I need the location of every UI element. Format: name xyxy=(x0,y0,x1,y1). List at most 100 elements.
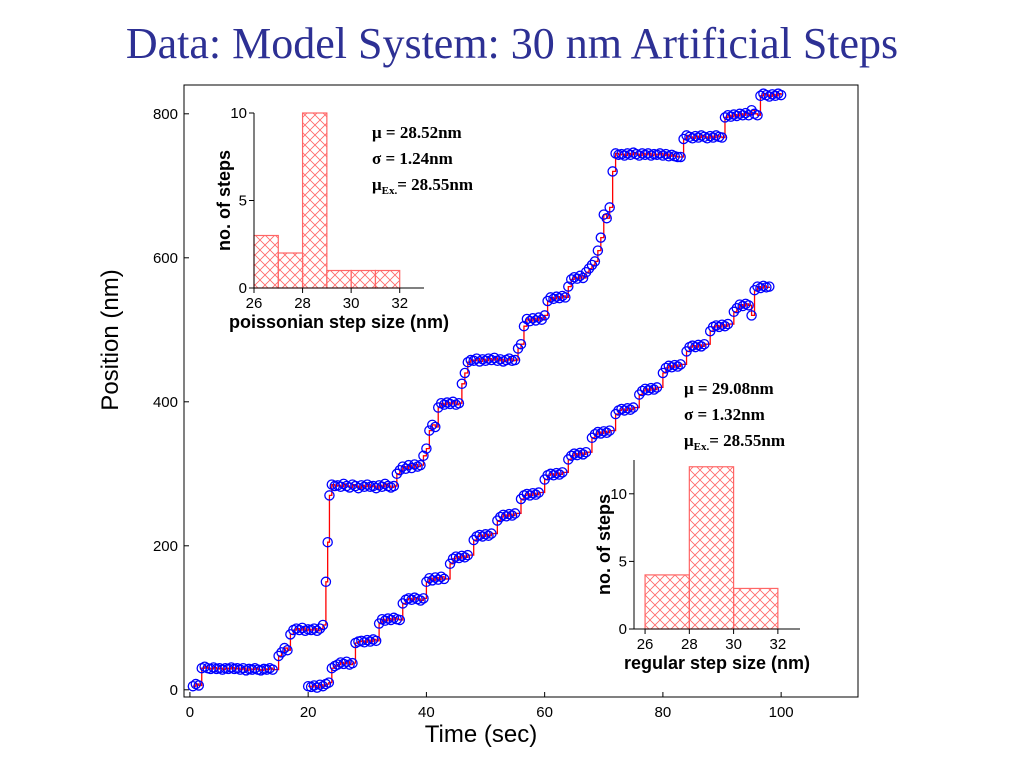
stat-line: μ = 28.52nm xyxy=(372,123,462,142)
data-point xyxy=(749,284,760,296)
data-point xyxy=(769,90,781,102)
data-point xyxy=(353,482,364,494)
data-point xyxy=(427,419,438,431)
data-point xyxy=(187,680,199,692)
data-point xyxy=(364,636,376,647)
data-point xyxy=(580,446,592,458)
data-point xyxy=(311,682,323,693)
data-point xyxy=(459,367,471,379)
inset-background xyxy=(214,103,444,328)
data-point xyxy=(657,367,669,379)
data-point xyxy=(651,382,663,393)
stat-line: σ = 1.32nm xyxy=(684,405,765,424)
data-point xyxy=(506,510,518,521)
inset-x-tick-label: 30 xyxy=(343,295,360,312)
data-point xyxy=(394,464,406,476)
data-point xyxy=(592,245,604,256)
inset-x-tick-label: 30 xyxy=(725,636,742,653)
data-point xyxy=(737,300,748,312)
inset-x-tick-label: 26 xyxy=(246,295,263,312)
data-point xyxy=(722,318,734,330)
y-axis-label: Position (nm) xyxy=(97,269,124,410)
inset-y-tick-label: 0 xyxy=(619,621,627,638)
data-point xyxy=(409,459,420,470)
data-point xyxy=(728,306,740,318)
data-point xyxy=(341,656,352,667)
data-point xyxy=(311,625,323,637)
data-point xyxy=(324,490,335,501)
data-point xyxy=(566,274,577,285)
data-point xyxy=(554,292,565,304)
inset-x-label: poissonian step size (nm) xyxy=(229,312,449,332)
data-point xyxy=(326,662,338,674)
histogram-bar xyxy=(732,587,779,630)
data-point xyxy=(563,454,574,465)
data-point xyxy=(580,266,592,278)
data-point xyxy=(625,404,636,415)
data-point xyxy=(539,310,550,321)
data-point xyxy=(752,109,763,121)
inset-x-tick-label: 26 xyxy=(637,636,654,653)
data-point xyxy=(462,549,474,561)
data-point xyxy=(317,619,329,631)
histogram-bar xyxy=(253,234,279,289)
data-point xyxy=(586,432,598,444)
data-point xyxy=(435,571,447,583)
data-point xyxy=(560,292,571,303)
inset-y-tick-label: 5 xyxy=(239,193,247,210)
data-point xyxy=(604,202,615,213)
data-point xyxy=(633,389,645,400)
data-point xyxy=(427,575,438,586)
data-point xyxy=(530,489,542,500)
data-point xyxy=(347,657,358,669)
data-point xyxy=(743,300,754,311)
inset-x-tick-label: 28 xyxy=(294,295,311,312)
data-point xyxy=(719,320,731,332)
data-point xyxy=(308,623,320,634)
data-point xyxy=(775,89,787,101)
data-point xyxy=(577,449,589,460)
data-point xyxy=(583,263,595,274)
data-point xyxy=(509,354,521,366)
data-point xyxy=(672,151,683,163)
histogram-bar xyxy=(301,112,328,289)
histogram-bar xyxy=(374,269,401,289)
data-point xyxy=(503,353,515,364)
data-point xyxy=(394,614,406,626)
stat-line: μEx.= 28.55nm xyxy=(684,431,785,453)
data-point xyxy=(483,530,494,541)
data-point xyxy=(589,256,601,267)
data-point xyxy=(515,338,527,350)
inset-y-tick-label: 10 xyxy=(230,105,247,122)
data-point xyxy=(601,427,612,439)
data-point xyxy=(489,352,500,364)
data-point xyxy=(444,558,456,570)
data-point xyxy=(595,232,607,243)
data-point xyxy=(447,396,459,408)
stat-line: μEx.= 28.55nm xyxy=(372,175,473,197)
data-point xyxy=(737,109,748,121)
inset-x-tick-label: 32 xyxy=(770,636,787,653)
data-point xyxy=(675,359,686,370)
data-point xyxy=(418,593,429,604)
data-point xyxy=(554,469,565,480)
histogram-bar xyxy=(326,269,352,289)
data-point xyxy=(524,315,536,327)
data-point xyxy=(607,166,618,177)
data-point xyxy=(370,635,382,647)
data-point xyxy=(453,397,465,409)
data-point xyxy=(586,259,598,271)
series-2 xyxy=(302,280,775,693)
histogram-bar xyxy=(644,574,690,630)
data-point xyxy=(672,361,683,372)
inset-y-tick-label: 0 xyxy=(239,280,247,297)
data-point xyxy=(598,209,610,220)
data-point xyxy=(282,644,293,656)
data-point xyxy=(459,552,471,563)
inset-x-label: regular step size (nm) xyxy=(624,653,810,673)
data-point xyxy=(421,576,432,588)
